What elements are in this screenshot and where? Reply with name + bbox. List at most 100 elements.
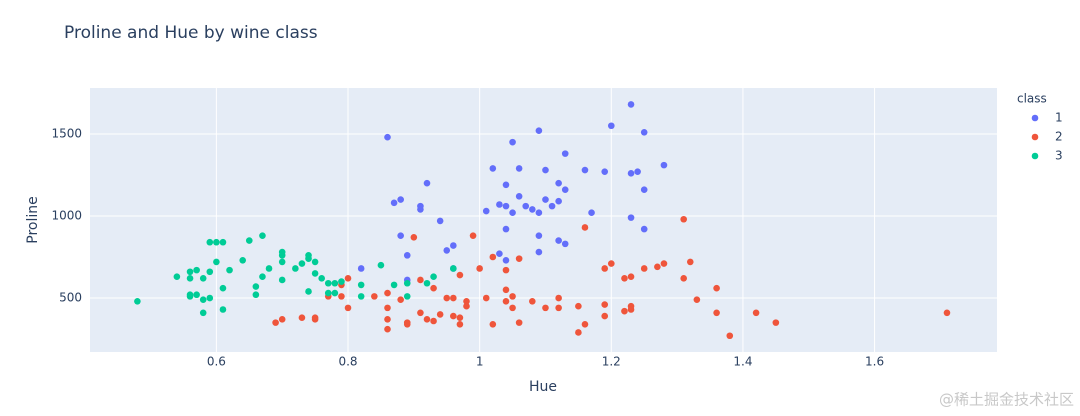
point <box>502 286 510 294</box>
point <box>384 304 391 312</box>
point <box>634 168 641 175</box>
point <box>134 298 141 305</box>
point <box>555 237 562 244</box>
point <box>384 289 391 297</box>
point <box>417 202 424 210</box>
point <box>456 314 464 322</box>
point <box>660 260 668 267</box>
point <box>943 309 951 317</box>
point <box>298 260 306 267</box>
point <box>588 209 595 216</box>
point <box>581 224 589 231</box>
point <box>384 316 391 323</box>
point <box>344 275 352 282</box>
point <box>390 281 398 289</box>
point <box>219 284 227 292</box>
point <box>463 302 470 310</box>
point <box>752 309 760 317</box>
point <box>403 252 411 259</box>
point <box>443 294 451 302</box>
point <box>489 320 497 328</box>
legend-marker <box>1031 114 1039 122</box>
point <box>522 202 530 210</box>
point <box>193 291 200 299</box>
x-tick-label: 1.6 <box>865 355 884 369</box>
point <box>338 278 345 285</box>
watermark: @稀土掘金技术社区 <box>939 391 1074 409</box>
point <box>502 202 510 210</box>
chart-title: Proline and Hue by wine class <box>64 23 318 43</box>
point <box>561 186 569 194</box>
point <box>239 256 247 264</box>
legend-marker <box>1031 133 1039 141</box>
point <box>535 209 543 216</box>
point <box>535 232 543 239</box>
point <box>423 179 431 187</box>
point <box>515 192 523 200</box>
point <box>259 232 266 239</box>
legend-marker <box>1031 152 1039 160</box>
point <box>338 293 345 300</box>
x-tick-label: 1 <box>476 355 484 369</box>
point <box>298 314 306 322</box>
point <box>496 250 503 258</box>
point <box>680 275 687 282</box>
point <box>693 296 701 303</box>
point <box>463 298 470 305</box>
point <box>502 256 510 264</box>
point <box>627 170 635 177</box>
point <box>193 266 200 274</box>
point <box>561 150 569 157</box>
point <box>535 248 543 256</box>
point <box>450 294 457 302</box>
x-tick-label: 0.8 <box>338 355 357 369</box>
point <box>680 215 687 223</box>
point <box>259 273 266 280</box>
point <box>417 276 424 284</box>
point <box>278 248 286 256</box>
point <box>384 133 391 141</box>
point <box>489 165 497 172</box>
point <box>482 294 490 302</box>
point <box>627 306 635 313</box>
legend-label: 1 <box>1055 111 1063 125</box>
point <box>627 101 635 108</box>
point <box>502 266 510 274</box>
point <box>640 265 648 272</box>
point <box>199 275 207 282</box>
point <box>423 279 431 287</box>
point <box>292 265 299 272</box>
x-tick-label: 1.2 <box>602 355 621 369</box>
point <box>226 266 233 274</box>
point <box>607 260 615 267</box>
point <box>555 179 562 187</box>
point <box>509 293 516 300</box>
point <box>324 289 332 297</box>
point <box>390 199 398 207</box>
point <box>199 309 207 317</box>
point <box>713 284 720 292</box>
point <box>278 276 286 284</box>
point <box>627 273 635 280</box>
point <box>252 283 260 290</box>
point <box>713 309 720 317</box>
point <box>410 234 418 241</box>
point <box>502 181 510 189</box>
point <box>397 196 404 203</box>
point <box>173 273 181 280</box>
point <box>331 289 339 297</box>
point <box>272 319 279 326</box>
point <box>278 258 286 266</box>
point <box>627 214 635 221</box>
y-tick-label: 1500 <box>51 126 82 140</box>
point <box>581 320 589 328</box>
point <box>640 225 648 233</box>
point <box>621 307 628 315</box>
point <box>640 186 648 194</box>
legend-label: 2 <box>1055 130 1063 144</box>
point <box>601 312 609 320</box>
point <box>344 304 352 312</box>
point <box>430 284 437 292</box>
point <box>305 255 312 262</box>
point <box>456 320 464 328</box>
